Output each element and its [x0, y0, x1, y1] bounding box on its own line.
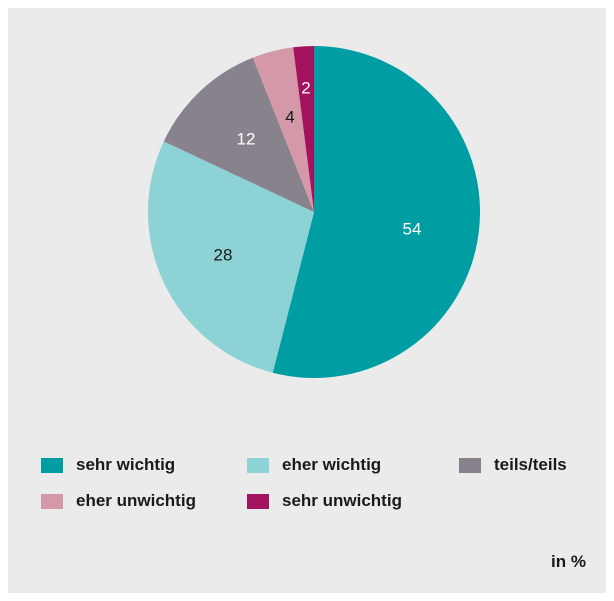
legend-item-teils-teils: teils/teils — [459, 454, 567, 476]
slice-value-label: 12 — [237, 130, 256, 149]
legend-swatch — [41, 457, 63, 473]
pie-slice-eher-wichtig — [148, 141, 314, 373]
pie-slice-teils-teils — [163, 57, 314, 212]
chart-panel: 54 28 12 4 2 sehr wichtig eher wichtig teils… — [8, 8, 606, 593]
unit-note: in % — [551, 552, 586, 571]
pie-chart: 54 28 12 42 — [148, 46, 481, 378]
legend-swatch — [41, 493, 63, 509]
legend-label: eher wichtig — [282, 455, 382, 474]
slice-value-label: 4 — [285, 108, 294, 127]
pie-slice-sehr-unwichtig — [293, 46, 314, 212]
legend-item-sehr-wichtig: sehr wichtig — [41, 454, 175, 476]
pie-slice-sehr-wichtig — [272, 46, 481, 378]
legend-swatch — [247, 457, 269, 473]
legend-item-eher-unwichtig: eher unwichtig — [41, 490, 196, 512]
legend-label: sehr unwichtig — [282, 491, 402, 510]
slice-value-label: 54 — [403, 220, 422, 239]
slice-value-label: 28 — [214, 246, 233, 265]
legend-label: sehr wichtig — [76, 455, 176, 474]
legend-swatch — [459, 457, 481, 473]
legend-label: teils/teils — [494, 455, 567, 474]
legend-item-eher-wichtig: eher wichtig — [247, 454, 381, 476]
pie-slice-eher-unwichtig — [252, 47, 314, 213]
slice-value-label: 2 — [301, 79, 310, 98]
legend-label: eher unwichtig — [76, 491, 196, 510]
legend: sehr wichtig eher wichtig teils/teils eh… — [41, 454, 601, 524]
legend-swatch — [247, 493, 269, 509]
legend-item-sehr-unwichtig: sehr unwichtig — [247, 490, 402, 512]
